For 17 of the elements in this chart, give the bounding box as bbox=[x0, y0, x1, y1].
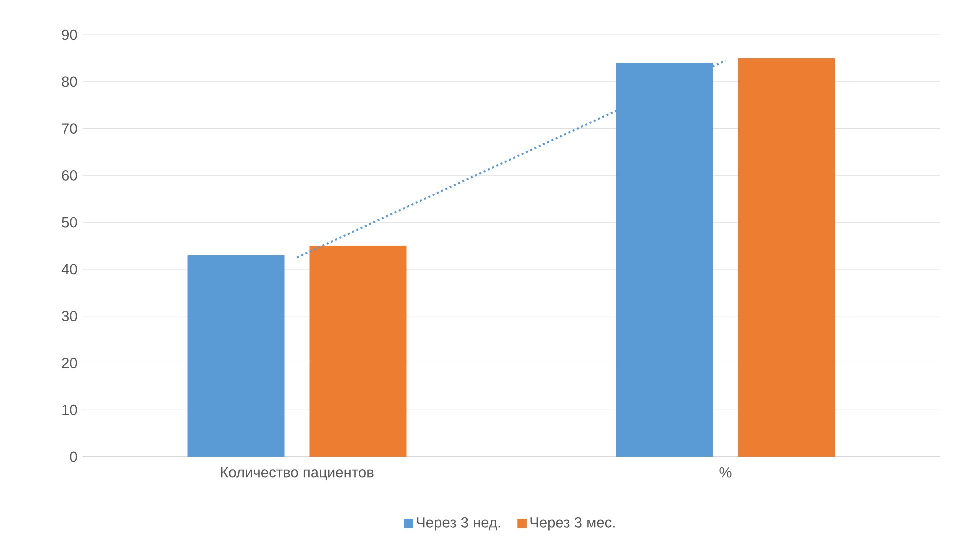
y-tick-label: 50 bbox=[62, 217, 78, 228]
y-tick-label: 80 bbox=[62, 76, 78, 88]
y-tick-label: 40 bbox=[62, 264, 78, 275]
legend-label: Через 3 нед. bbox=[417, 517, 500, 531]
bar bbox=[738, 58, 836, 457]
y-tick-label: 0 bbox=[70, 452, 78, 462]
x-tick-label: % bbox=[720, 467, 732, 478]
y-tick-label: 60 bbox=[62, 170, 78, 181]
y-tick-label: 20 bbox=[62, 358, 78, 368]
y-tick-label: 70 bbox=[62, 124, 78, 134]
y-tick-label: 30 bbox=[62, 311, 78, 322]
bar bbox=[310, 246, 407, 457]
bar bbox=[188, 255, 285, 457]
legend-label: Через 3 мес. bbox=[530, 517, 615, 531]
x-tick-label: Количество пациентов bbox=[221, 467, 374, 480]
y-tick-label: 90 bbox=[62, 30, 78, 40]
y-tick-label: 10 bbox=[62, 404, 78, 416]
